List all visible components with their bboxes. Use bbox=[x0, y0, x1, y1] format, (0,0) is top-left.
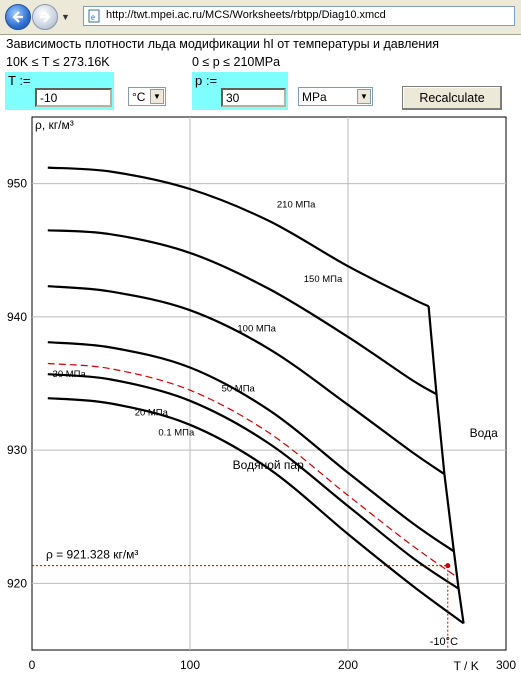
x-axis-label: T / K bbox=[454, 659, 479, 673]
back-button[interactable] bbox=[5, 4, 31, 30]
pressure-unit-select[interactable]: MPa ▼ bbox=[298, 87, 373, 106]
x-tick-label: 200 bbox=[338, 658, 358, 672]
page-icon: e bbox=[88, 9, 100, 23]
temperature-marker-label: -10°C bbox=[430, 636, 458, 648]
melting-line bbox=[427, 306, 465, 624]
browser-toolbar: ▼ e http://twt.mpei.ac.ru/MCS/Worksheets… bbox=[0, 0, 521, 35]
series-line bbox=[47, 373, 460, 590]
y-axis-label: ρ, кг/м³ bbox=[35, 118, 74, 132]
series-label: 150 МПа bbox=[304, 274, 343, 285]
svg-text:e: e bbox=[91, 12, 95, 22]
series-line bbox=[47, 341, 455, 553]
current-point bbox=[445, 563, 451, 569]
x-tick-label: 0 bbox=[29, 658, 36, 672]
series-label: 100 МПа bbox=[237, 324, 276, 335]
series-line bbox=[47, 166, 430, 308]
x-tick-label: 100 bbox=[180, 658, 200, 672]
y-tick-label: 930 bbox=[7, 443, 27, 457]
url-text: http://twt.mpei.ac.ru/MCS/Worksheets/rbt… bbox=[106, 9, 386, 21]
plot-area bbox=[31, 116, 507, 651]
temperature-input[interactable] bbox=[35, 88, 112, 107]
region-label: Водяной пар bbox=[233, 458, 304, 472]
series-line bbox=[47, 229, 438, 396]
series-line bbox=[47, 362, 457, 578]
x-tick-label: 300 bbox=[496, 658, 516, 672]
temperature-unit-value: °C bbox=[132, 90, 146, 104]
density-chart: 0 100 200 300 920 930 940 950 ρ, кг/м³ T / K 210 М… bbox=[7, 116, 516, 673]
density-value-label: ρ = 921.328 кг/м³ bbox=[46, 548, 138, 562]
series-line bbox=[47, 397, 465, 625]
address-bar[interactable]: e http://twt.mpei.ac.ru/MCS/Worksheets/r… bbox=[83, 6, 515, 26]
recalculate-button[interactable]: Recalculate bbox=[402, 86, 502, 110]
pressure-label: p := bbox=[195, 73, 218, 88]
temperature-range: 10K ≤ T ≤ 273.16K bbox=[6, 55, 110, 69]
pressure-unit-value: MPa bbox=[302, 90, 327, 104]
temperature-unit-select[interactable]: °C ▼ bbox=[128, 87, 166, 106]
back-arrow-icon bbox=[12, 11, 23, 23]
history-dropdown-icon[interactable]: ▼ bbox=[61, 12, 70, 22]
pressure-range: 0 ≤ p ≤ 210MPa bbox=[192, 55, 281, 69]
y-tick-label: 950 bbox=[7, 177, 27, 191]
chevron-down-icon: ▼ bbox=[357, 89, 371, 104]
forward-arrow-icon bbox=[40, 11, 51, 23]
y-tick-label: 920 bbox=[7, 576, 27, 590]
pressure-input[interactable] bbox=[221, 88, 286, 107]
forward-button[interactable] bbox=[32, 4, 58, 30]
chevron-down-icon: ▼ bbox=[150, 89, 164, 104]
region-label: Вода bbox=[470, 426, 498, 440]
y-tick-label: 940 bbox=[7, 310, 27, 324]
series-label: 50 МПа bbox=[222, 383, 256, 394]
worksheet-title: Зависимость плотности льда модификации h… bbox=[6, 37, 439, 51]
temperature-label: T := bbox=[8, 73, 31, 88]
series-line bbox=[47, 285, 446, 476]
series-label: 210 МПа bbox=[277, 200, 316, 211]
series-label: 0.1 МПа bbox=[158, 427, 195, 438]
